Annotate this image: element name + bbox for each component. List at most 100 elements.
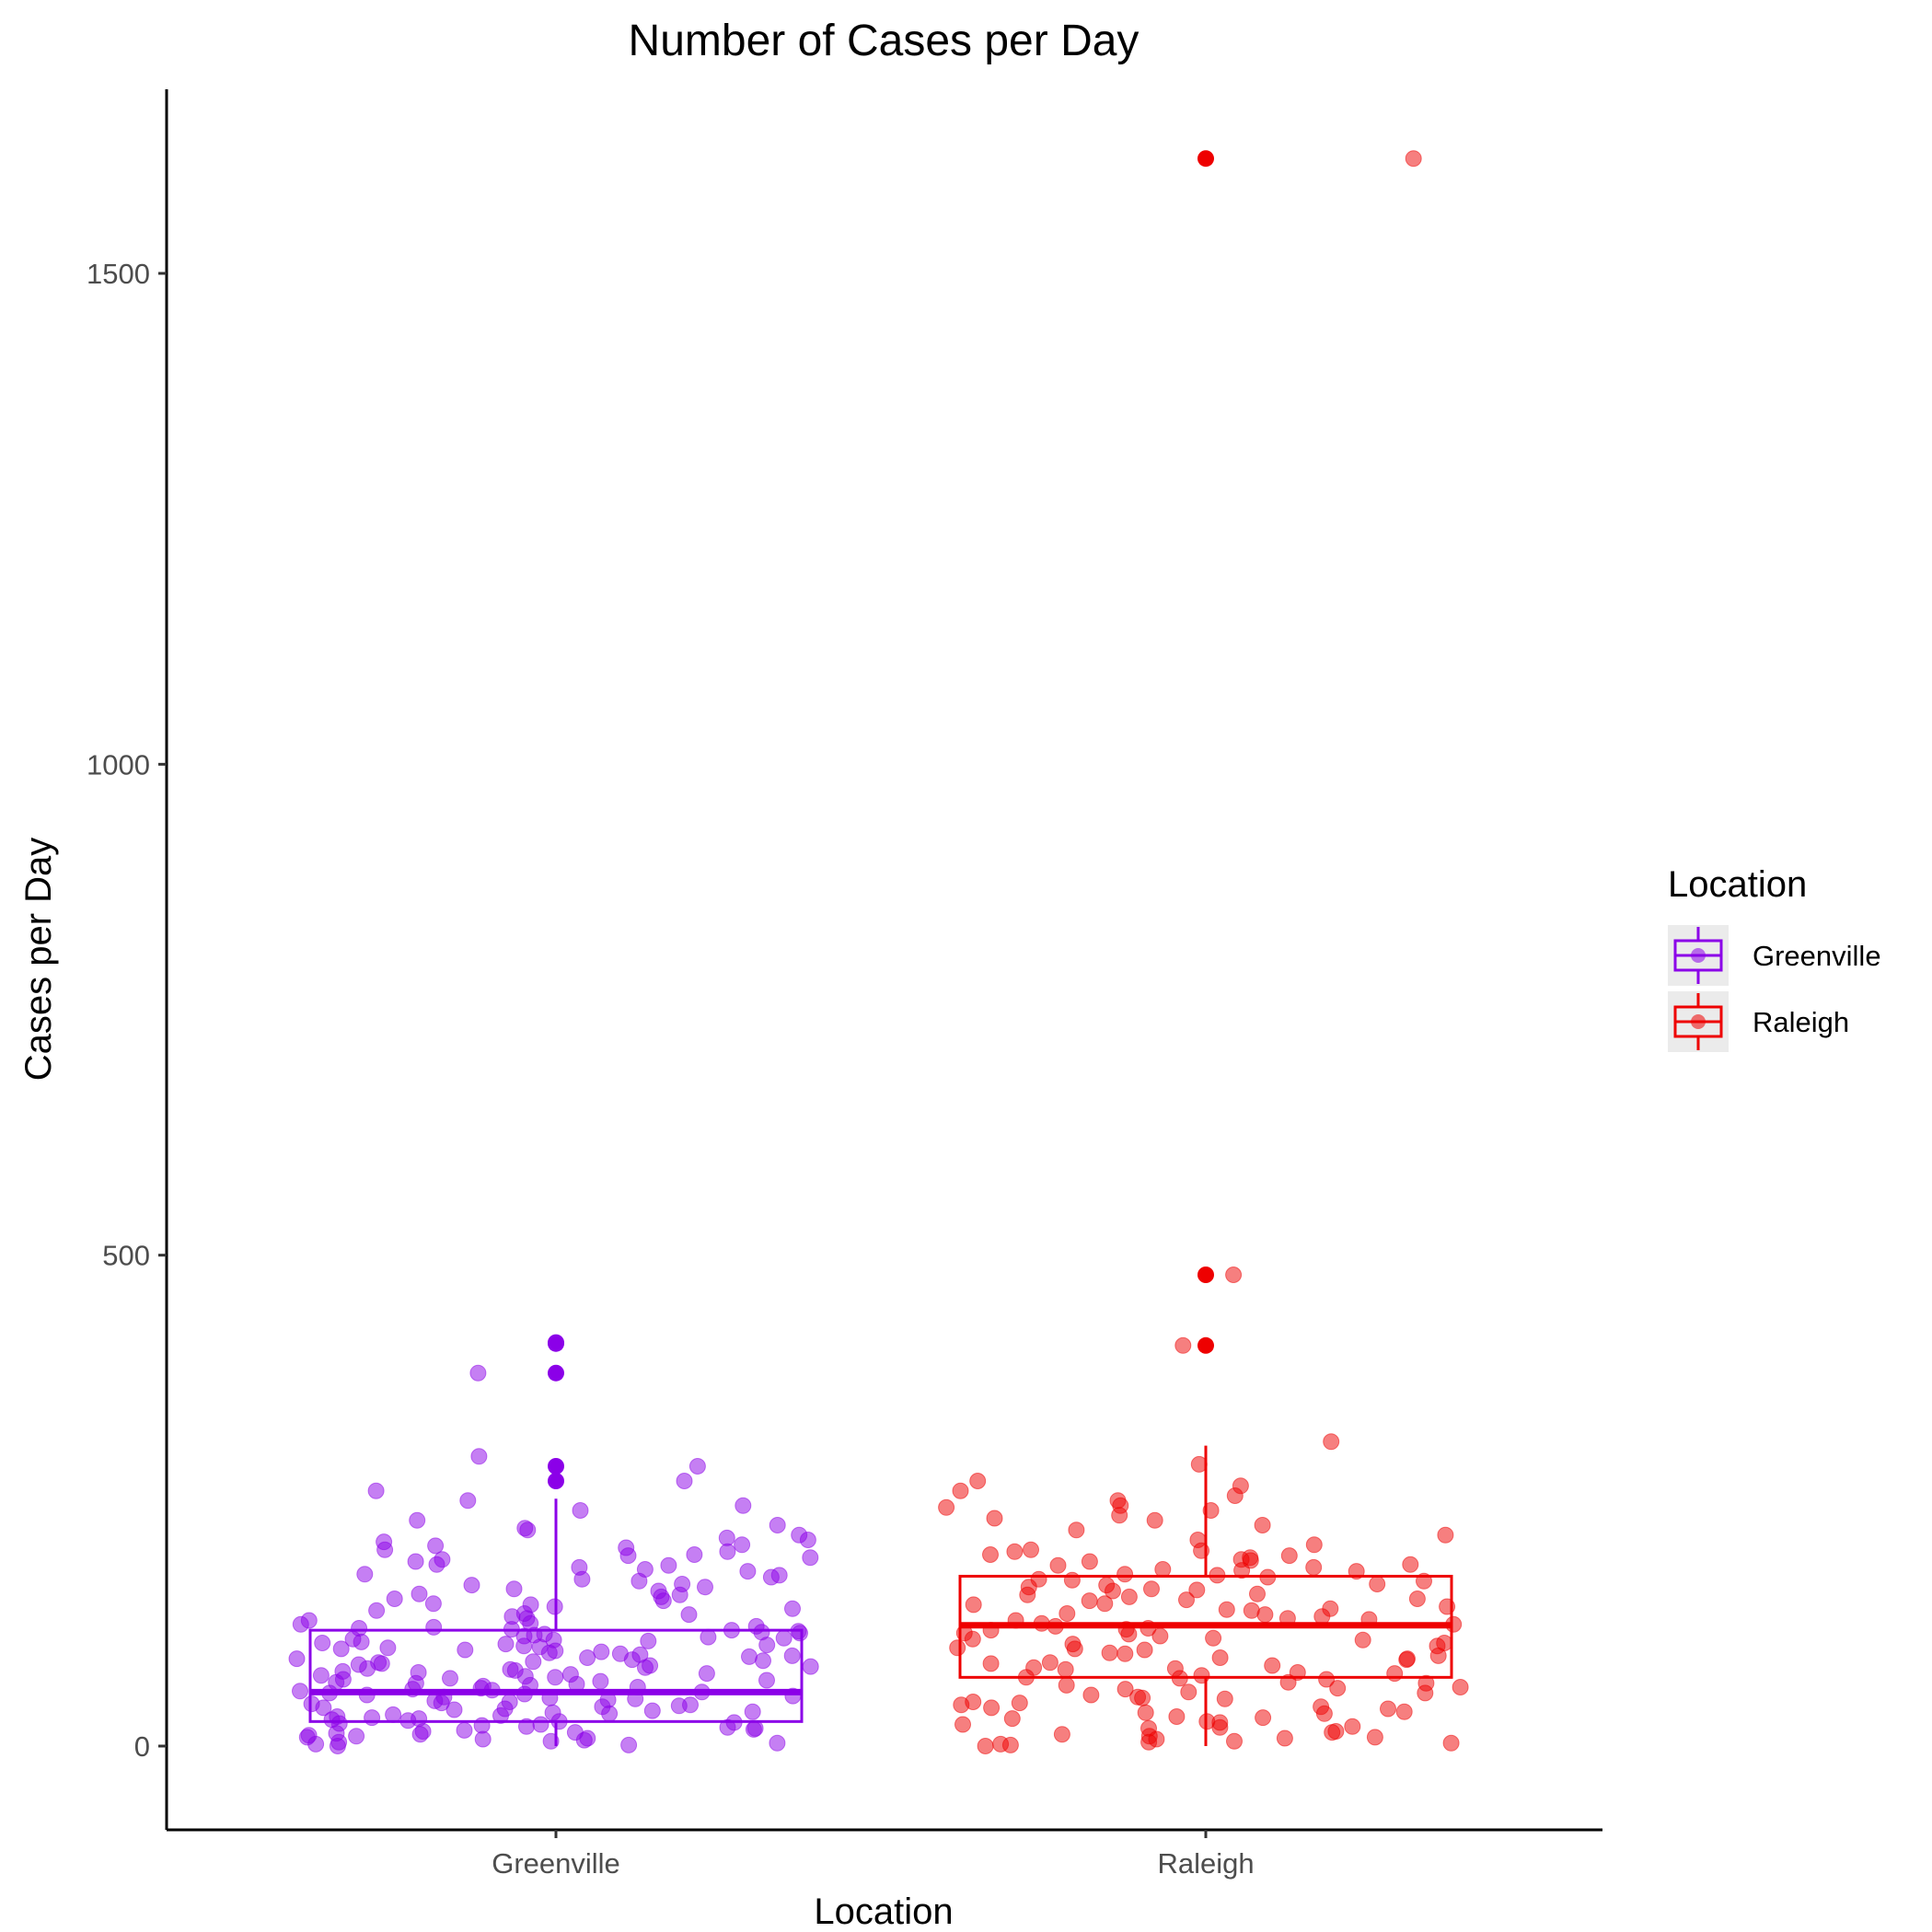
jitter-point (1025, 1659, 1043, 1676)
jitter-point (1154, 1561, 1172, 1578)
jitter-point (288, 1650, 306, 1668)
jitter-point (1313, 1608, 1331, 1625)
jitter-point (505, 1580, 523, 1598)
jitter-point (1143, 1580, 1160, 1598)
jitter-point (688, 1458, 706, 1475)
x-axis-ticks: Greenville Raleigh (492, 1830, 1255, 1880)
jitter-point (368, 1602, 386, 1619)
jitter-point (739, 1563, 757, 1580)
jitter-point (1063, 1571, 1081, 1589)
jitter-point (718, 1529, 735, 1546)
jitter-point (1305, 1536, 1323, 1554)
jitter-point (977, 1738, 994, 1754)
jitter-point (631, 1572, 648, 1590)
jitter-point (1386, 1665, 1404, 1683)
jitter-point (1053, 1726, 1070, 1743)
jitter-point (1011, 1695, 1028, 1712)
jitter-point (1003, 1710, 1021, 1728)
jitter-point (332, 1640, 350, 1658)
jitter-point (367, 1482, 385, 1499)
jitter-point (1211, 1649, 1229, 1666)
jitter-point (601, 1705, 619, 1722)
jitter-point (1429, 1637, 1446, 1655)
jitter-point (1218, 1601, 1235, 1618)
jitter-point (427, 1537, 445, 1555)
jitter-point (1023, 1541, 1039, 1558)
jitter-point (983, 1699, 1001, 1717)
jitter-point (784, 1600, 801, 1617)
jitter-point (334, 1662, 352, 1680)
jitter-point (697, 1579, 713, 1596)
jitter-point (561, 1666, 579, 1683)
jitter-point (1064, 1636, 1082, 1653)
jitter-point (1001, 1736, 1019, 1753)
jitter-point (745, 1720, 762, 1738)
jitter-point (1116, 1681, 1134, 1698)
jitter-point (1264, 1657, 1281, 1674)
jitter-point (762, 1568, 780, 1586)
jitter-point (1120, 1588, 1138, 1605)
legend-label: Greenville (1753, 940, 1881, 972)
jitter-point (758, 1672, 775, 1689)
jitter-point (425, 1618, 443, 1636)
jitter-point (631, 1646, 649, 1663)
jitter-point (1019, 1586, 1036, 1603)
jitter-point (314, 1635, 331, 1651)
jitter-point (775, 1629, 792, 1647)
jitter-point (1280, 1547, 1298, 1565)
jitter-point (1081, 1553, 1098, 1570)
jitter-point (952, 1482, 969, 1499)
jitter-point (653, 1588, 670, 1605)
jitter-point (670, 1697, 688, 1715)
legend-title: Location (1668, 864, 1807, 905)
jitter-point (409, 1511, 426, 1529)
box-iqr (308, 1628, 804, 1723)
jitter-point (671, 1586, 688, 1603)
jitter-point (611, 1645, 629, 1662)
jitter-point (407, 1674, 424, 1692)
jitter-point (1408, 1591, 1426, 1607)
x-tick-label: Raleigh (1157, 1847, 1254, 1880)
jitter-point (791, 1526, 808, 1544)
jitter-point (1305, 1558, 1323, 1576)
jitter-point (1151, 1627, 1169, 1645)
jitter-point (1205, 1629, 1222, 1647)
jitter-point (1249, 1585, 1266, 1602)
box-outlier (548, 1473, 564, 1489)
jitter-point (1146, 1511, 1163, 1529)
jitter-point (1380, 1700, 1396, 1718)
y-axis-title: Cases per Day (18, 838, 59, 1082)
jitter-point (411, 1726, 429, 1743)
jitter-point (428, 1556, 445, 1573)
jitter-point (292, 1683, 308, 1700)
jitter-point (1255, 1709, 1272, 1727)
jitter-point (986, 1510, 1003, 1527)
jitter-point (640, 1632, 657, 1649)
jitter-point (1049, 1556, 1067, 1574)
jitter-point (1318, 1671, 1336, 1688)
jitter-point (1211, 1714, 1229, 1731)
jitter-point (1178, 1591, 1195, 1609)
jitter-point (680, 1606, 698, 1624)
jitter-point (470, 1448, 488, 1465)
jitter-point (769, 1517, 786, 1533)
box-outlier (548, 1364, 564, 1382)
jitter-point (492, 1706, 509, 1724)
jitter-point (1366, 1729, 1383, 1746)
jitter-point (965, 1596, 982, 1614)
jitter-point (1402, 1556, 1419, 1573)
y-tick-label: 500 (102, 1240, 150, 1272)
jitter-point (566, 1724, 584, 1741)
jitter-point (459, 1492, 477, 1510)
jitter-point (1068, 1521, 1085, 1539)
y-tick-label: 0 (134, 1730, 150, 1763)
jitter-point (292, 1615, 309, 1633)
jitter-point (1188, 1581, 1206, 1599)
jitter-point (348, 1728, 365, 1745)
jitter-point (376, 1533, 393, 1551)
jitter-point (802, 1658, 819, 1675)
jitter-point (643, 1702, 661, 1719)
jitter-point (758, 1637, 776, 1654)
jitter-point (312, 1667, 330, 1684)
